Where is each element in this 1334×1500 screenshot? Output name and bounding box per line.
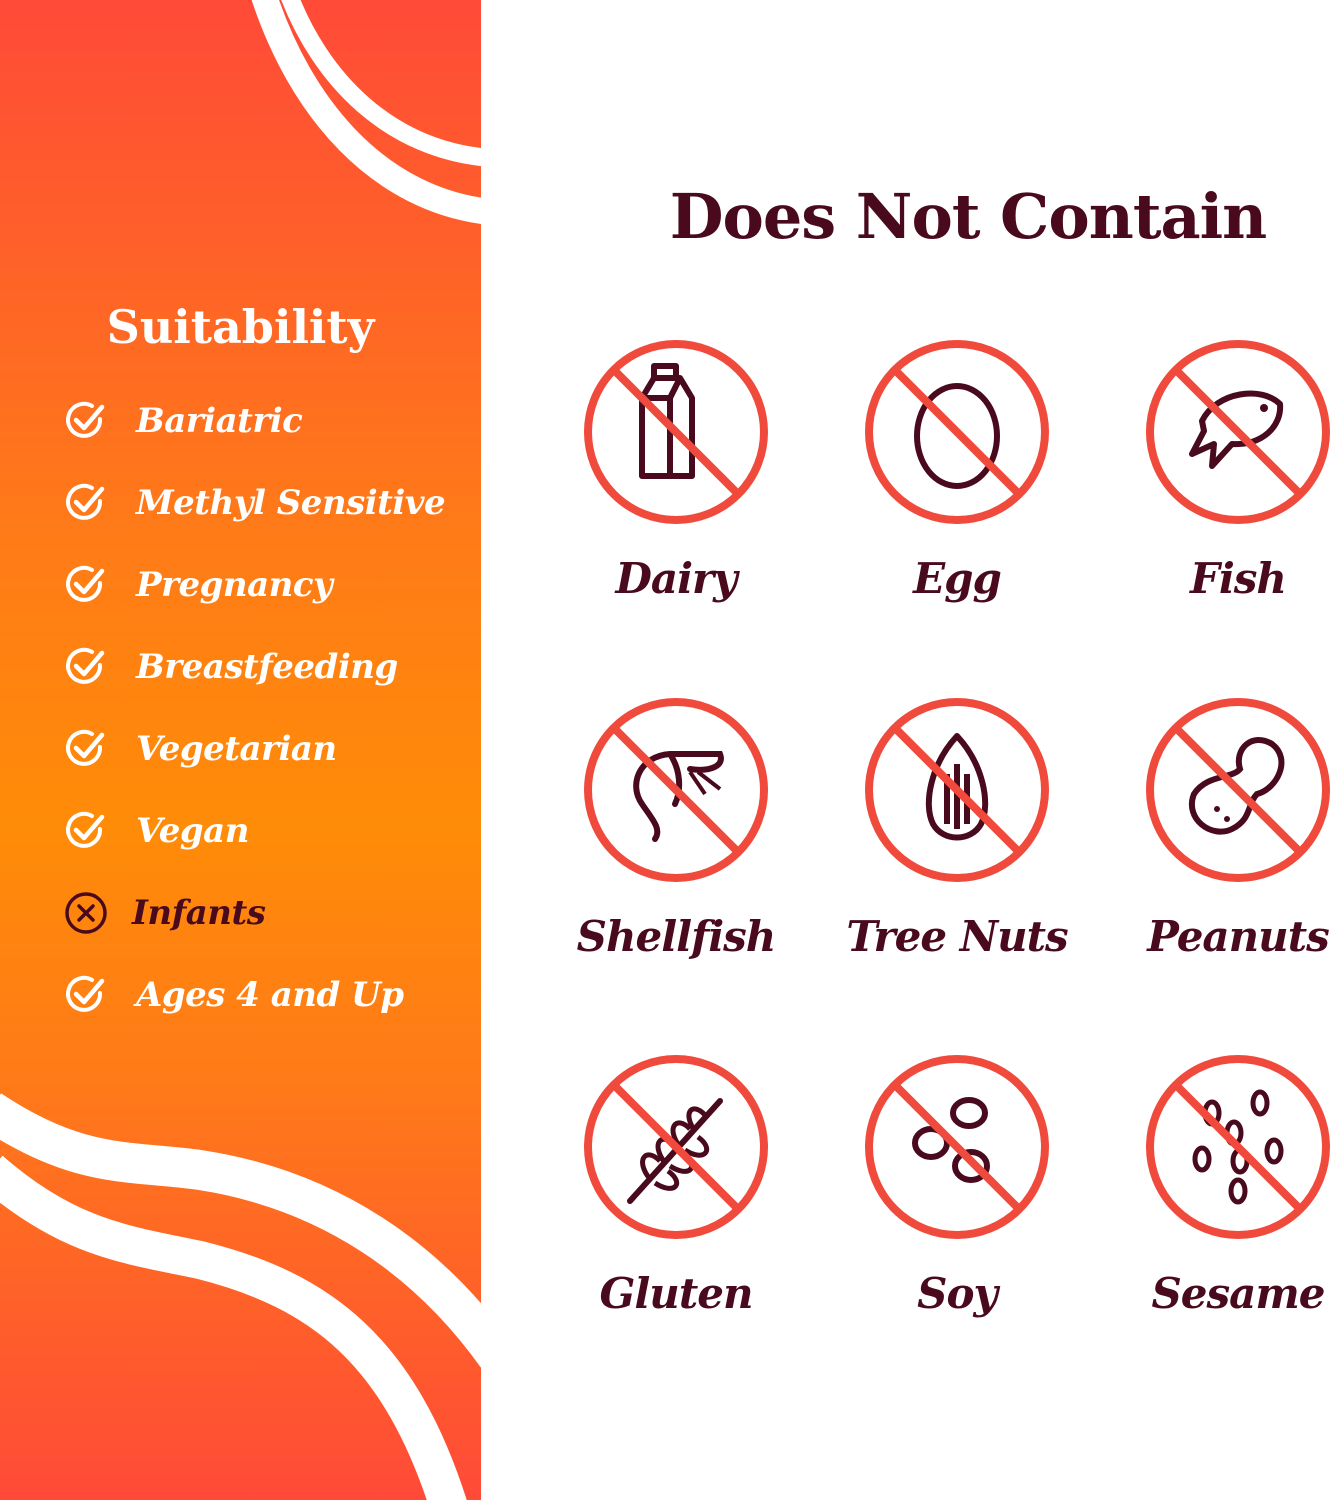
allergen-item: Tree Nuts — [827, 694, 1087, 961]
allergen-label: Tree Nuts — [846, 912, 1068, 961]
peanut-icon — [1146, 698, 1330, 882]
allergen-item: Shellfish — [546, 694, 806, 961]
check-circle-icon — [66, 647, 105, 684]
suitability-item: Ages 4 and Up — [62, 970, 404, 1020]
allergen-item: Dairy — [546, 336, 806, 603]
suitability-item: Methyl Sensitive — [62, 478, 446, 528]
suitability-label: Methyl Sensitive — [136, 483, 446, 523]
shrimp-icon — [584, 698, 768, 882]
suitability-label: Infants — [132, 893, 266, 933]
suitability-label: Breastfeeding — [136, 647, 398, 687]
allergen-label: Fish — [1190, 554, 1287, 603]
allergen-item: Peanuts — [1108, 694, 1334, 961]
milk-carton-icon — [584, 340, 768, 524]
check-circle-icon — [66, 565, 105, 602]
suitability-item: Breastfeeding — [62, 642, 398, 692]
check-circle-icon — [66, 975, 105, 1012]
suitability-label: Vegan — [136, 811, 249, 851]
suitability-item: Pregnancy — [62, 560, 333, 610]
suitability-label: Vegetarian — [136, 729, 337, 769]
allergen-item: Fish — [1108, 336, 1334, 603]
allergen-label: Shellfish — [576, 912, 777, 961]
check-circle-icon — [66, 811, 105, 848]
suitability-item: Bariatric — [62, 396, 303, 446]
allergen-label: Sesame — [1151, 1269, 1325, 1318]
allergen-label: Peanuts — [1147, 912, 1330, 961]
check-circle-icon — [66, 401, 105, 438]
allergen-label: Soy — [917, 1269, 998, 1318]
does-not-contain-title: Does Not Contain — [669, 180, 1268, 253]
soybean-icon — [865, 1055, 1049, 1239]
suitability-label: Pregnancy — [136, 565, 333, 605]
allergen-item: Egg — [827, 336, 1087, 603]
suitability-item: Infants — [62, 888, 266, 938]
allergen-item: Soy — [827, 1051, 1087, 1318]
suitability-label: Bariatric — [136, 401, 303, 441]
allergen-label: Dairy — [615, 554, 737, 603]
suitability-label: Ages 4 and Up — [136, 975, 404, 1015]
almond-icon — [865, 698, 1049, 882]
suitability-item: Vegan — [62, 806, 249, 856]
allergen-item: Gluten — [546, 1051, 806, 1318]
allergen-label: Egg — [913, 554, 1002, 603]
decorative-waves — [0, 0, 481, 1500]
sesame-seeds-icon — [1146, 1055, 1330, 1239]
suitability-panel: Suitability Bariatric Methyl Sensitive Pre… — [0, 0, 481, 1500]
allergen-item: Sesame — [1108, 1051, 1334, 1318]
egg-icon — [865, 340, 1049, 524]
fish-icon — [1146, 340, 1330, 524]
suitability-title: Suitability — [106, 300, 375, 354]
wheat-icon — [584, 1055, 768, 1239]
check-circle-icon — [66, 729, 105, 766]
x-circle-icon — [65, 892, 107, 934]
allergen-label: Gluten — [599, 1269, 753, 1318]
suitability-item: Vegetarian — [62, 724, 337, 774]
check-circle-icon — [66, 483, 105, 520]
